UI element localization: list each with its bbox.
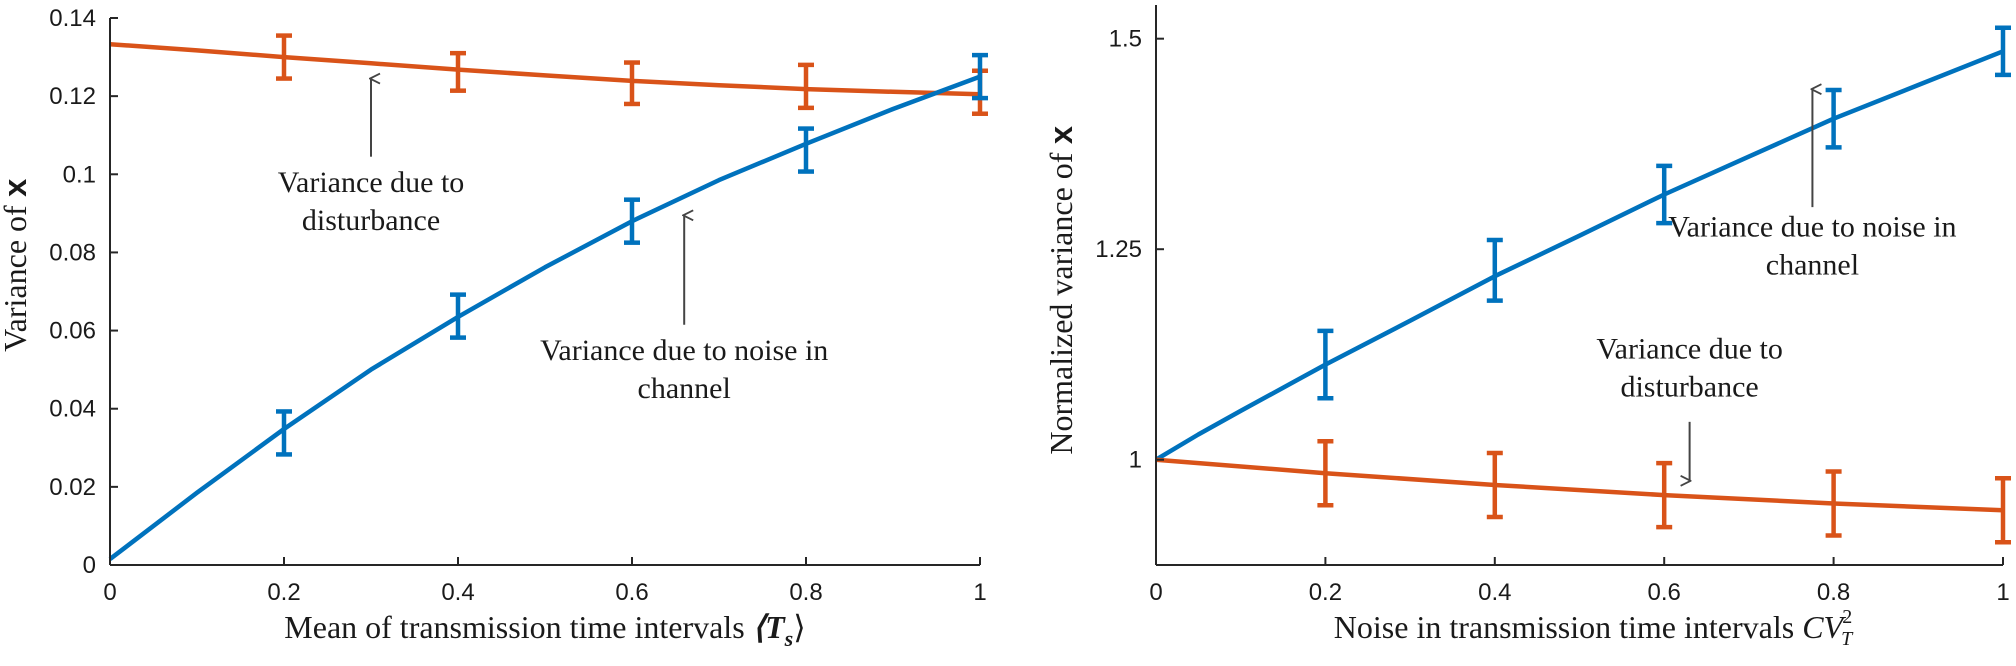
right-annotation-1-line: disturbance (1620, 371, 1758, 404)
left-y-tick-label: 0.12 (49, 83, 96, 110)
left-annotation-0-text: Variance due to disturbance (278, 166, 465, 237)
left-annotation-0-line: disturbance (302, 204, 440, 237)
left-y-tick-label: 0 (83, 552, 96, 579)
right-x-tick-label: 0 (1149, 579, 1162, 606)
right-y-tick-label: 1.5 (1109, 26, 1142, 53)
left-x-tick-label: 0 (103, 579, 116, 606)
left-series-1-curve (108, 74, 981, 561)
left-x-tick-label: 0.2 (267, 579, 300, 606)
left-annotation-0-line: Variance due to (278, 166, 465, 199)
left-x-axis: 0 0.2 0.4 0.6 0.8 1 (103, 557, 987, 606)
right-y-axis: 1 1.25 1.5 (1095, 5, 1164, 565)
right-x-tick-label: 0.4 (1478, 579, 1511, 606)
left-series-0-curve (109, 41, 981, 97)
left-y-tick-label: 0.04 (49, 396, 96, 423)
left-y-axis-label: Variance of x (0, 178, 36, 352)
left-x-axis-label: Mean of transmission time intervals ⟨Ts⟩ (284, 609, 805, 651)
right-annotation-0-line: Variance due to noise in (1668, 211, 1956, 244)
right-x-tick-label: 0.8 (1817, 579, 1850, 606)
right-series-0-curve (1154, 49, 2004, 462)
left-y-tick-label: 0.08 (49, 239, 96, 266)
left-y-tick-label: 0.14 (49, 5, 96, 32)
left-x-tick-label: 0.8 (789, 579, 822, 606)
left-x-tick-label: 0.6 (615, 579, 648, 606)
right-y-tick-label: 1.25 (1095, 236, 1142, 263)
right-chart: Variance due to noise in channelVariance … (1043, 5, 2011, 650)
left-annotation-1-text: Variance due to noise in channel (540, 334, 828, 405)
right-x-tick-label: 1 (1996, 579, 2009, 606)
left-y-axis: 0 0.02 0.04 0.06 0.08 0.1 0.12 0.14 (49, 5, 118, 579)
left-y-tick-label: 0.06 (49, 318, 96, 345)
right-x-axis: 0 0.2 0.4 0.6 0.8 1 (1149, 557, 2010, 606)
right-annotation-1-text: Variance due to disturbance (1596, 333, 1783, 404)
right-annotation-0-line: channel (1766, 249, 1859, 282)
right-y-tick-label: 1 (1129, 447, 1142, 474)
left-annotation-1-line: Variance due to noise in (540, 334, 828, 367)
right-x-tick-label: 0.6 (1648, 579, 1681, 606)
right-series-1-curve (1155, 457, 2004, 513)
right-x-axis-label: Noise in transmission time intervals CVT… (1334, 606, 1854, 650)
right-plot-layer: Variance due to noise in channelVariance … (1154, 25, 2011, 545)
right-x-tick-label: 0.2 (1309, 579, 1342, 606)
right-y-axis-label: Normalized variance of x (1043, 125, 1082, 454)
right-annotation-0-text: Variance due to noise in channel (1668, 211, 1956, 282)
left-y-tick-label: 0.1 (63, 161, 96, 188)
left-y-tick-label: 0.02 (49, 474, 96, 501)
left-annotation-1-line: channel (638, 372, 731, 405)
left-x-tick-label: 0.4 (441, 579, 474, 606)
right-annotation-1-line: Variance due to (1596, 333, 1783, 366)
left-x-tick-label: 1 (973, 579, 986, 606)
